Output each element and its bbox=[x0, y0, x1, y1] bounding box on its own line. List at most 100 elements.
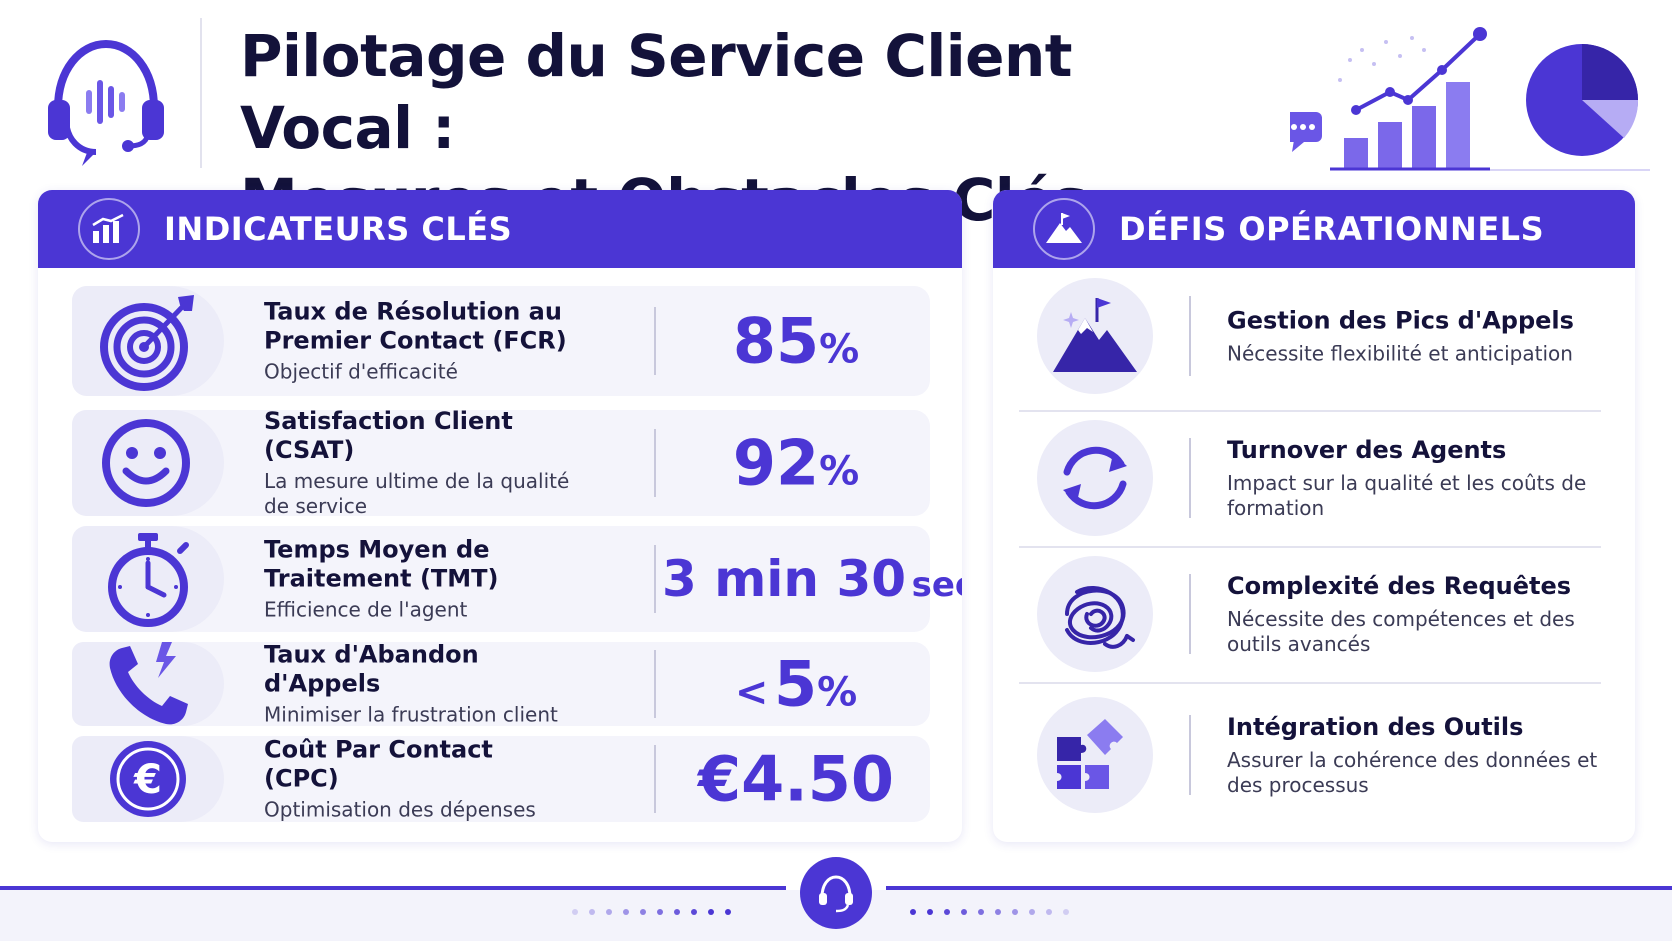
challenge-name: Complexité des Requêtes bbox=[1227, 572, 1572, 600]
indicators-header: INDICATEURS CLÉS bbox=[38, 190, 962, 268]
challenge-name: Gestion des Pics d'Appels bbox=[1227, 306, 1574, 335]
challenges-header: DÉFIS OPÉRATIONNELS bbox=[993, 190, 1635, 268]
challenge-icon-background bbox=[1037, 697, 1153, 813]
row-divider bbox=[1019, 410, 1601, 412]
footer-dot bbox=[910, 909, 916, 915]
footer-line-left bbox=[0, 886, 786, 890]
kpi-icon-background bbox=[72, 410, 224, 516]
kpi-value-number: €4.50 bbox=[697, 742, 895, 816]
kpi-value-unit: % bbox=[817, 669, 858, 716]
kpi-value: €4.50 bbox=[662, 743, 930, 816]
kpi-value: 92% bbox=[662, 427, 930, 500]
challenge-text: Gestion des Pics d'Appels Nécessite flex… bbox=[1227, 306, 1607, 367]
kpi-value-prefix: < bbox=[734, 669, 769, 716]
kpi-text: Coût Par Contact (CPC) Optimisation des … bbox=[264, 736, 574, 823]
footer-dot bbox=[978, 909, 984, 915]
challenge-separator bbox=[1189, 574, 1191, 654]
footer-dot bbox=[606, 909, 612, 915]
challenge-desc: Nécessite flexibilité et anticipation bbox=[1227, 341, 1573, 366]
challenge-text: Turnover des Agents Impact sur la qualit… bbox=[1227, 435, 1607, 521]
kpi-separator bbox=[654, 745, 656, 813]
challenges-card: DÉFIS OPÉRATIONNELS Gestion des Pics d'A… bbox=[993, 190, 1635, 842]
header-divider bbox=[200, 18, 202, 168]
challenge-icon-background bbox=[1037, 556, 1153, 672]
kpi-value: 85% bbox=[662, 305, 930, 378]
kpi-name: Coût Par Contact (CPC) bbox=[264, 735, 493, 793]
kpi-desc: La mesure ultime de la qualité de servic… bbox=[264, 469, 570, 518]
headset-voice-icon bbox=[36, 30, 176, 170]
stopwatch-icon bbox=[100, 529, 200, 629]
kpi-value-number: 85 bbox=[732, 304, 820, 378]
footer-dot bbox=[623, 909, 629, 915]
footer-dot bbox=[725, 909, 731, 915]
headset-icon bbox=[800, 857, 872, 929]
kpi-value-unit: % bbox=[819, 448, 860, 495]
footer-dot bbox=[674, 909, 680, 915]
challenge-row-turnover: Turnover des Agents Impact sur la qualit… bbox=[1019, 416, 1609, 540]
kpi-value-unit: % bbox=[819, 326, 860, 373]
kpi-separator bbox=[654, 307, 656, 375]
mountain-flag-icon bbox=[1033, 198, 1095, 260]
kpi-value: 3 min 30 sec bbox=[662, 550, 962, 608]
euro-coin-icon: € bbox=[100, 729, 200, 829]
kpi-text: Taux d'Abandon d'Appels Minimiser la fru… bbox=[264, 641, 574, 728]
kpi-name: Satisfaction Client (CSAT) bbox=[264, 407, 513, 464]
kpi-row-cpc: € Coût Par Contact (CPC) Optimisation de… bbox=[72, 736, 930, 822]
challenge-separator bbox=[1189, 296, 1191, 376]
footer-dot bbox=[995, 909, 1001, 915]
footer-dot bbox=[640, 909, 646, 915]
kpi-row-tmt: Temps Moyen de Traitement (TMT) Efficien… bbox=[72, 526, 962, 632]
footer-line-right bbox=[886, 886, 1672, 890]
kpi-row-fcr: Taux de Résolution au Premier Contact (F… bbox=[72, 286, 930, 396]
puzzle-icon bbox=[1047, 707, 1143, 803]
kpi-name: Taux d'Abandon d'Appels bbox=[264, 640, 479, 698]
footer-dot bbox=[1063, 909, 1069, 915]
footer-dot bbox=[1012, 909, 1018, 915]
kpi-value-number: 92 bbox=[732, 426, 820, 500]
kpi-value-unit: sec bbox=[911, 565, 962, 605]
footer-dot bbox=[1029, 909, 1035, 915]
footer-dot bbox=[589, 909, 595, 915]
smiley-icon bbox=[100, 413, 200, 513]
challenge-desc: Nécessite des compétences et des outils … bbox=[1227, 607, 1575, 656]
tangle-icon bbox=[1047, 566, 1143, 662]
kpi-text: Taux de Résolution au Premier Contact (F… bbox=[264, 298, 574, 385]
challenge-row-complexity: Complexité des Requêtes Nécessite des co… bbox=[1019, 552, 1609, 676]
growth-chart-icon bbox=[1284, 20, 1650, 180]
kpi-text: Temps Moyen de Traitement (TMT) Efficien… bbox=[264, 536, 574, 623]
footer-dots-right bbox=[910, 909, 1069, 915]
footer-dots-left bbox=[572, 909, 731, 915]
kpi-desc: Optimisation des dépenses bbox=[264, 797, 536, 822]
kpi-name: Temps Moyen de Traitement (TMT) bbox=[264, 535, 499, 593]
kpi-desc: Efficience de l'agent bbox=[264, 597, 468, 622]
challenge-desc: Impact sur la qualité et les coûts de fo… bbox=[1227, 471, 1587, 520]
kpi-separator bbox=[654, 545, 656, 613]
indicators-title: INDICATEURS CLÉS bbox=[164, 210, 513, 248]
kpi-value: < 5% bbox=[662, 648, 930, 721]
footer-dot bbox=[927, 909, 933, 915]
challenge-icon-background bbox=[1037, 420, 1153, 536]
kpi-value-number: 5 bbox=[773, 647, 818, 721]
challenge-separator bbox=[1189, 715, 1191, 795]
kpi-value-number: 3 min 30 bbox=[662, 550, 907, 608]
challenge-row-integration: Intégration des Outils Assurer la cohére… bbox=[1019, 688, 1609, 822]
footer-dot bbox=[691, 909, 697, 915]
challenge-row-peaks: Gestion des Pics d'Appels Nécessite flex… bbox=[1019, 274, 1609, 398]
footer-dot bbox=[1046, 909, 1052, 915]
kpi-text: Satisfaction Client (CSAT) La mesure ult… bbox=[264, 407, 574, 519]
challenge-text: Complexité des Requêtes Nécessite des co… bbox=[1227, 571, 1607, 657]
kpi-row-csat: Satisfaction Client (CSAT) La mesure ult… bbox=[72, 407, 930, 519]
indicators-card: INDICATEURS CLÉS Taux de Résolution au P… bbox=[38, 190, 962, 842]
title-line-1: Pilotage du Service Client Vocal : bbox=[240, 22, 1073, 162]
challenge-name: Turnover des Agents bbox=[1227, 436, 1507, 464]
refresh-cycle-icon bbox=[1047, 430, 1143, 526]
row-divider bbox=[1019, 546, 1601, 548]
bar-chart-icon bbox=[78, 198, 140, 260]
footer-dot bbox=[961, 909, 967, 915]
row-divider bbox=[1019, 682, 1601, 684]
challenge-text: Intégration des Outils Assurer la cohére… bbox=[1227, 712, 1607, 798]
kpi-desc: Minimiser la frustration client bbox=[264, 702, 558, 727]
kpi-name: Taux de Résolution au Premier Contact (F… bbox=[264, 297, 567, 355]
kpi-desc: Objectif d'efficacité bbox=[264, 359, 458, 384]
challenge-name: Intégration des Outils bbox=[1227, 713, 1524, 741]
